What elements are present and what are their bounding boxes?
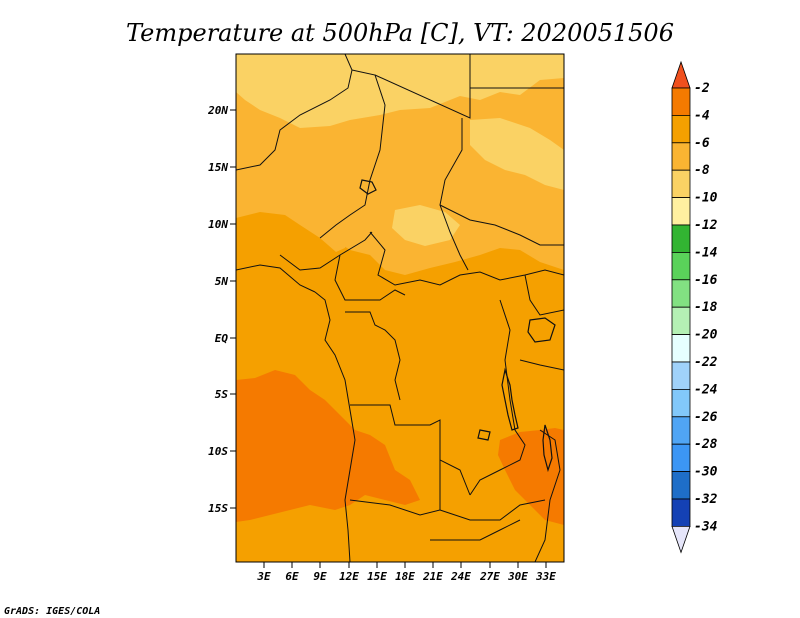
border-west-coast [314,291,356,562]
lon-label: 30E [507,570,528,583]
map-frame [235,53,565,563]
field-band-pale-north [236,54,564,128]
colorbar-segment [671,251,691,281]
border-gulf-coast [236,264,316,293]
lon-label: 12E [339,570,359,583]
colorbar-segment [671,334,691,363]
lakes [359,179,556,473]
border-zambia-south [439,499,546,521]
border-tanzania [519,359,564,371]
lake-chad [359,179,377,195]
lon-label: 27E [479,570,500,583]
colorbar-label: -8 [694,163,710,178]
colorbar-label: -32 [694,492,718,507]
lon-label: 6E [285,570,299,583]
field-band-pale-center [392,205,460,246]
lat-label: EQ [215,332,229,345]
lon-axis [263,562,547,568]
lon-label: 3E [256,570,271,583]
colorbar-label: -28 [694,437,718,452]
colorbar-label: -4 [694,108,710,123]
colorbar-label: -6 [694,136,710,151]
border-east-africa [524,274,564,316]
colorbar-label: -26 [694,410,718,425]
credit-label: GrADS: IGES/COLA [4,606,100,617]
border-mozambique [534,429,561,562]
country-borders [236,54,564,562]
colorbar-segment [671,224,691,253]
temperature-field [236,54,564,562]
field-band-hot-southwest [236,370,420,522]
colorbar-label: -16 [694,273,718,288]
colorbar-segment [671,498,691,527]
colorbar-bottom-arrow [671,526,691,554]
field-band-light-sahel [236,175,350,252]
lon-label: 33E [535,570,556,583]
colorbar-label: -20 [694,328,718,343]
colorbar-segment [671,306,691,336]
colorbar-segment [671,443,691,473]
colorbar-label: -24 [694,382,718,397]
lat-label: 15N [208,161,228,174]
colorbar-top-arrow [671,60,691,89]
lat-label: 5S [215,388,229,401]
field-band-hot-southeast [498,428,564,525]
lon-label: 9E [313,570,327,583]
lake-mweru [477,429,491,441]
colorbar-segment [671,169,691,198]
colorbar: -2 -4 -6 -8 -10 -12 -14 -16 -18 -20 -22 -24 -26 -28 -3… [671,60,718,554]
border-libya-egypt [374,54,471,119]
lat-axis [230,109,236,509]
colorbar-label: -10 [694,191,718,206]
colorbar-segment [671,471,691,500]
lat-label: 10S [208,445,228,458]
colorbar-segment [671,142,691,171]
colorbar-segment [671,87,691,116]
map-title: Temperature at 500hPa [C], VT: 202005150… [126,19,674,47]
lake-victoria [527,317,556,343]
colorbar-segment [671,279,691,308]
colorbar-segment [671,197,691,226]
colorbar-segment [671,416,691,445]
border-botswana [430,519,521,541]
colorbar-label: -14 [694,245,718,260]
lake-tanganyika [501,367,519,431]
colorbar-label: -2 [694,81,710,96]
lat-label: 10N [208,218,228,231]
border-cameroon-car [334,254,406,301]
border-nigeria-cameroon [279,231,373,271]
colorbar-label: -22 [694,355,718,370]
border-niger-chad [319,69,386,239]
lon-label: 21E [422,570,443,583]
lon-label: 24E [450,570,471,583]
border-sahara-west [236,54,353,171]
lon-label: 15E [367,570,387,583]
lon-labels: 3E 6E 9E 12E 15E 18E 21E 24E 27E 30E 33E [256,570,556,583]
border-drc-east [469,299,526,496]
lat-label: 15S [208,502,228,515]
lake-malawi [542,424,553,473]
border-car [369,231,564,286]
border-drc-angola [350,404,471,496]
colorbar-label: -34 [694,519,718,534]
lat-labels: 20N 15N 10N 5N EQ 5S 10S 15S [207,104,228,515]
colorbar-label: -12 [694,218,718,233]
lon-label: 18E [395,570,415,583]
colorbar-segment [671,361,691,390]
border-congo-drc [345,311,401,401]
colorbar-label: -30 [694,465,718,480]
colorbar-segment [671,388,691,418]
field-band-pale-east [470,118,564,190]
colorbar-segment [671,115,691,144]
border-angola-south [349,460,441,516]
lat-label: 20N [207,104,228,117]
colorbar-label: -18 [694,300,718,315]
border-sudan-south [439,204,564,246]
lat-label: 5N [215,275,229,288]
